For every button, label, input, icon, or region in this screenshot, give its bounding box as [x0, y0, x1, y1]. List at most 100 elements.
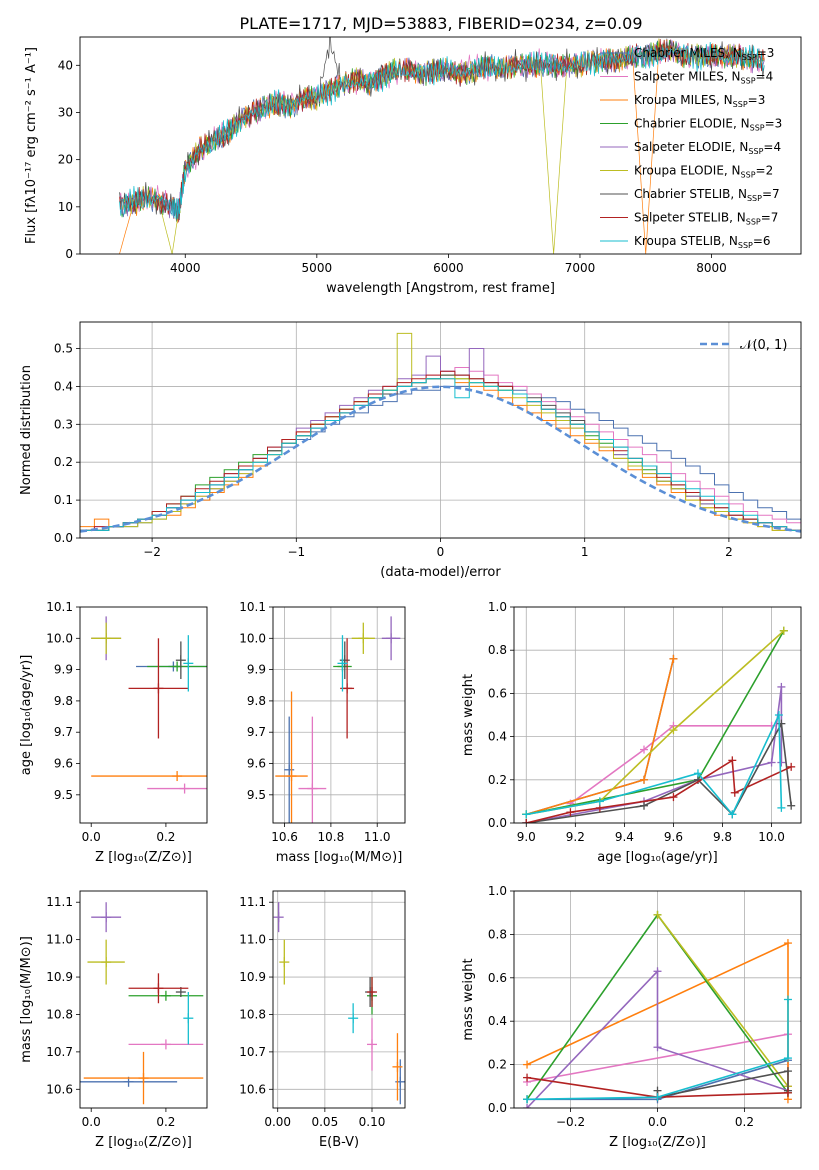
y-tick-label: 9.9: [54, 663, 73, 677]
weight-line: [526, 721, 792, 823]
y-tick-label: 9.6: [247, 757, 266, 771]
y-tick-label: 0.4: [488, 1014, 507, 1028]
x-tick-label: 6000: [433, 261, 464, 275]
x-tick-label: −2: [143, 545, 161, 559]
weight-line: [656, 914, 789, 1087]
y-tick-label: 0.8: [488, 643, 507, 657]
y-tick-label: 0.3: [54, 417, 73, 431]
x-tick-label: 11.0: [364, 830, 391, 844]
panel-age_vs_z: 0.0 0.2 9.5 9.6 9.7 9.8 9.9 10.0 10.1 Z [log₁₀(Z/…: [19, 600, 208, 865]
plot-area-residuals: [80, 332, 801, 533]
axes-frame: [79, 36, 802, 255]
y-tick-label: 9.6: [54, 757, 73, 771]
figure-title: PLATE=1717, MJD=53883, FIBERID=0234, z=0…: [239, 14, 642, 33]
x-axis-label: Z [log₁₀(Z/Z⊙)]: [95, 1135, 192, 1150]
y-tick-label: 10.6: [239, 1082, 266, 1096]
axes-frame: [513, 890, 802, 1109]
x-axis-label: age [log₁₀(age/yr)]: [597, 850, 718, 865]
legend-entry: Kroupa STELIB, NSSP=6: [634, 234, 771, 250]
y-tick-label: 0.5: [54, 342, 73, 356]
panel-residuals: −2 −1 0 1 2 0.0 0.1 0.2 0.3 0.4 0.5 (data-model)/er…: [19, 321, 802, 580]
y-tick-label: 9.7: [247, 725, 266, 739]
panel-mass_vs_z: 0.0 0.2 10.6 10.7 10.8 10.9 11.0 11.1 Z [log₁₀(Z…: [19, 890, 208, 1150]
x-axis-label: mass [log₁₀(M/M⊙)]: [276, 850, 403, 865]
x-tick-label: 1: [581, 545, 589, 559]
legend-entry: Kroupa MILES, NSSP=3: [634, 93, 765, 109]
x-axis-label: (data-model)/error: [380, 565, 501, 580]
x-tick-label: 9.6: [664, 830, 683, 844]
panel-weight_vs_age: 9.0 9.2 9.4 9.6 9.8 10.0 0.0 0.2 0.4 0.6 0.8 1.0 age…: [461, 600, 802, 865]
y-tick-label: 0.6: [488, 686, 507, 700]
x-tick-label: 9.0: [517, 830, 536, 844]
y-axis-label: age [log₁₀(age/yr)]: [19, 655, 34, 776]
panel-spectrum: 4000 5000 6000 7000 8000 0 10 20 30 40 wavelength …: [24, 36, 802, 296]
plot-panels: 4000 5000 6000 7000 8000010203040wavelength …: [19, 36, 802, 1150]
y-axis-label: Normed distribution: [19, 365, 34, 495]
axes-frame: [79, 321, 802, 539]
y-tick-label: 0.0: [488, 1101, 507, 1115]
y-tick-label: 10.8: [46, 1007, 73, 1021]
y-tick-label: 0.2: [488, 773, 507, 787]
panel-mass_vs_ebv: 0.00 0.05 0.10 10.6 10.7 10.8 10.9 11.0 11.1 E(B-…: [239, 890, 406, 1150]
weight-line: [526, 714, 783, 816]
y-tick-label: 1.0: [488, 600, 507, 614]
weight-line: [526, 999, 789, 1101]
y-tick-label: 10: [58, 200, 73, 214]
x-tick-label: 0.2: [156, 830, 175, 844]
plot-area-mass_vs_ebv: [273, 902, 405, 1105]
axes-frame: [79, 606, 208, 824]
y-tick-label: 9.7: [54, 725, 73, 739]
x-tick-label: 0.00: [264, 1115, 291, 1129]
x-tick-label: 8000: [696, 261, 727, 275]
normal-curve: [80, 385, 801, 533]
x-tick-label: 10.0: [758, 830, 785, 844]
y-tick-label: 0: [65, 247, 73, 261]
legend-entry: Kroupa ELODIE, NSSP=2: [634, 164, 773, 180]
axes-frame: [272, 890, 406, 1109]
x-tick-label: 9.2: [566, 830, 585, 844]
x-tick-label: 5000: [302, 261, 333, 275]
y-tick-label: 10.7: [46, 1045, 73, 1059]
panel-weight_vs_z: −0.2 0.0 0.2 0.0 0.2 0.4 0.6 0.8 1.0 Z [log₁₀(Z/Z…: [461, 884, 802, 1150]
axes-frame: [79, 890, 208, 1109]
x-axis-label: Z [log₁₀(Z/Z⊙)]: [95, 850, 192, 865]
plot-area-age_vs_mass: [275, 616, 401, 823]
y-tick-label: 1.0: [488, 884, 507, 898]
plot-area-mass_vs_z: [80, 902, 204, 1105]
x-tick-label: 0.10: [359, 1115, 386, 1129]
x-axis-label: Z [log₁₀(Z/Z⊙)]: [609, 1135, 706, 1150]
x-tick-label: 0.0: [648, 1115, 667, 1129]
y-tick-label: 0.0: [54, 531, 73, 545]
plot-area-weight_vs_z: [523, 910, 792, 1108]
weight-line: [526, 969, 789, 1108]
x-tick-label: 10.6: [271, 830, 298, 844]
x-tick-label: −1: [287, 545, 305, 559]
legend-entry: Salpeter STELIB, NSSP=7: [634, 211, 778, 227]
y-tick-label: 0.8: [488, 927, 507, 941]
x-axis-label: E(B-V): [319, 1135, 359, 1150]
y-tick-label: 0.4: [54, 379, 73, 393]
x-tick-label: 10.8: [318, 830, 345, 844]
y-tick-label: 11.1: [46, 895, 73, 909]
y-tick-label: 11.0: [239, 933, 266, 947]
y-tick-label: 30: [58, 105, 73, 119]
x-tick-label: 0.0: [82, 830, 101, 844]
y-tick-label: 10.1: [46, 600, 73, 614]
y-tick-label: 10.6: [46, 1082, 73, 1096]
y-tick-label: 10.9: [46, 970, 73, 984]
y-tick-label: 40: [58, 58, 73, 72]
y-axis-label: mass weight: [461, 958, 476, 1040]
x-tick-label: 0.05: [311, 1115, 338, 1129]
legend-entry: 𝒩(0, 1): [740, 338, 787, 353]
x-tick-label: 0.2: [735, 1115, 754, 1129]
y-tick-label: 0.2: [54, 455, 73, 469]
y-tick-label: 10.0: [46, 631, 73, 645]
legend-entry: Salpeter ELODIE, NSSP=4: [634, 140, 781, 156]
weight-line: [569, 724, 772, 805]
y-tick-label: 0.4: [488, 730, 507, 744]
x-axis-label: wavelength [Angstrom, rest frame]: [326, 281, 555, 296]
y-tick-label: 0.2: [488, 1058, 507, 1072]
axes-frame: [513, 606, 802, 824]
y-tick-label: 10.1: [239, 600, 266, 614]
